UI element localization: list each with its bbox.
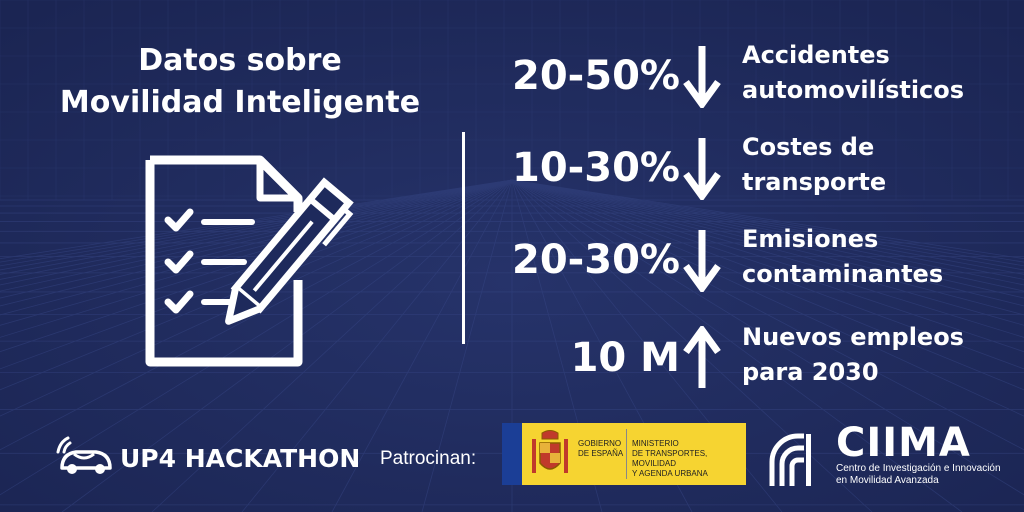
stat-label: Accidentes automovilísticos <box>742 38 1012 108</box>
stat-value: 10-30% <box>511 145 680 191</box>
stat-label-line-1: Nuevos empleos <box>742 323 964 351</box>
stat-value: 20-50% <box>511 53 680 99</box>
arrow-down-icon <box>683 138 721 200</box>
ciima-name: CIIMA <box>836 420 971 466</box>
stat-label-line-2: automovilísticos <box>742 76 965 104</box>
vertical-divider <box>462 132 465 344</box>
page-title: Datos sobre Movilidad Inteligente <box>30 40 450 124</box>
eu-flag-stripe <box>502 423 522 485</box>
title-line-2: Movilidad Inteligente <box>59 85 421 120</box>
ciima-subtitle: Centro de Investigación e Innovación en … <box>836 463 1001 486</box>
stat-empleos: 10 M Nuevos empleos para 2030 <box>490 318 1010 398</box>
stat-label-line-1: Emisiones <box>742 225 879 253</box>
stat-label-line-1: Costes de <box>742 133 875 161</box>
arrow-up-icon <box>683 326 721 388</box>
stat-label-line-2: contaminantes <box>742 260 944 288</box>
checklist-document-pencil-icon <box>145 155 354 367</box>
stat-emisiones: 20-30% Emisiones contaminantes <box>490 220 1010 300</box>
spain-coat-of-arms-icon <box>532 430 568 473</box>
connected-car-icon <box>56 436 112 474</box>
logo-separator <box>626 429 627 479</box>
gobierno-espana-logo: GOBIERNO DE ESPAÑA MINISTERIO DE TRANSPO… <box>502 423 746 485</box>
ciima-logo-mark-icon <box>769 433 811 486</box>
stat-value: 10 M <box>570 335 680 381</box>
sponsors-label: Patrocinan: <box>380 448 477 469</box>
stat-label: Emisiones contaminantes <box>742 222 1012 292</box>
stat-accidentes: 20-50% Accidentes automovilísticos <box>490 36 1010 116</box>
arrow-down-icon <box>683 230 721 292</box>
event-name: UP4 HACKATHON <box>120 444 361 473</box>
stat-label-line-2: transporte <box>742 168 887 196</box>
stat-label: Nuevos empleos para 2030 <box>742 320 1012 390</box>
arrow-down-icon <box>683 46 721 108</box>
stat-label-line-1: Accidentes <box>742 41 890 69</box>
ministerio-text: MINISTERIO DE TRANSPORTES, MOVILIDAD Y A… <box>632 439 708 478</box>
stat-label-line-2: para 2030 <box>742 358 879 386</box>
stat-costes: 10-30% Costes de transporte <box>490 128 1010 208</box>
stat-value: 20-30% <box>511 237 680 283</box>
stat-label: Costes de transporte <box>742 130 1012 200</box>
title-line-1: Datos sobre <box>138 43 342 78</box>
gobierno-text: GOBIERNO DE ESPAÑA <box>578 439 624 458</box>
